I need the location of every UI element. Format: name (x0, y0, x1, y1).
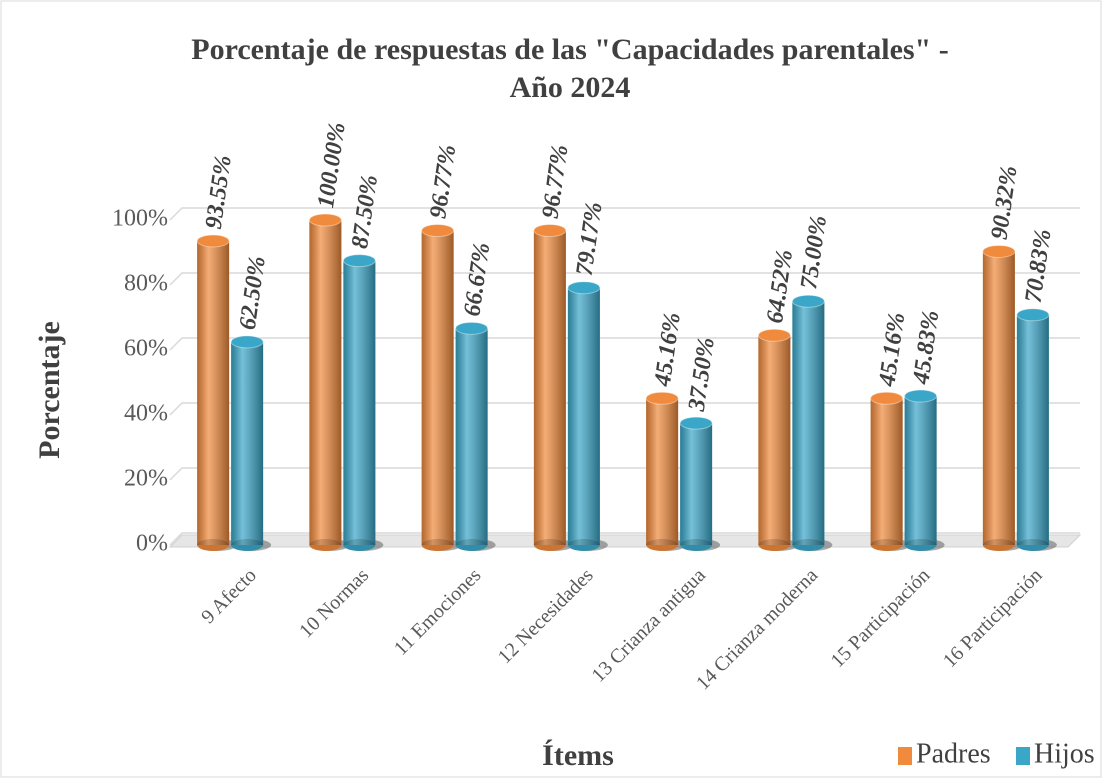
bar-top (791, 294, 825, 308)
bar-top (904, 389, 938, 403)
x-tick-label: 15 Participación (827, 564, 935, 672)
bar-shade (343, 260, 376, 545)
bar-shade (197, 240, 230, 545)
y-tick-label: 0% (136, 531, 168, 557)
grid-line (169, 337, 1080, 351)
bar-top (533, 223, 567, 237)
bar-shade (455, 328, 488, 545)
bar-top (421, 223, 455, 237)
bar-top (196, 234, 230, 248)
bar-top (230, 335, 264, 349)
bar-shade (680, 423, 713, 545)
bar-top (342, 254, 376, 268)
bar-shade (309, 220, 342, 545)
value-label: 45.16% (650, 311, 686, 389)
grid-line (169, 207, 1080, 221)
bar-base-shade (646, 539, 679, 551)
x-tick-label: 9 Afecto (197, 564, 261, 628)
bar-base-shade (680, 539, 713, 551)
bar-shade (904, 396, 937, 545)
bar-base-shade (758, 539, 791, 551)
value-label: 45.83% (908, 309, 944, 387)
value-label: 45.16% (874, 311, 910, 389)
bar-top (308, 213, 342, 227)
x-tick-label: 14 Crianza moderna (692, 564, 822, 694)
bar-shade (982, 251, 1015, 545)
bar-top (870, 391, 904, 405)
bar-shade (1016, 314, 1049, 545)
grid-line (169, 272, 1080, 286)
bar-top (455, 321, 489, 335)
bar-base-shade (231, 539, 264, 551)
bar-top (645, 391, 679, 405)
bar-base-shade (421, 539, 454, 551)
y-tick-label: 100% (112, 206, 168, 232)
bar-base-shade (533, 539, 566, 551)
legend-label: Hijos (1034, 738, 1095, 769)
x-tick-label: 10 Normas (295, 564, 373, 642)
legend-swatch (898, 747, 912, 765)
bar-base-shade (309, 539, 342, 551)
value-label: 66.67% (459, 241, 495, 318)
value-label: 100.00% (313, 121, 351, 210)
x-tick-label: 12 Necesidades (494, 564, 598, 668)
legend-swatch (1016, 747, 1030, 765)
bar-shade (792, 301, 825, 545)
bar-base-shade (792, 539, 825, 551)
y-tick-label: 40% (124, 401, 168, 427)
value-label: 93.55% (201, 154, 237, 231)
bar-shade (533, 230, 566, 545)
bar-shade (421, 230, 454, 545)
bar-base-shade (567, 539, 600, 551)
value-label: 75.00% (796, 214, 832, 291)
value-label: 87.50% (347, 173, 383, 250)
bar-top (757, 328, 791, 342)
x-axis-label: Ítems (542, 739, 614, 772)
bar-base-shade (1016, 539, 1049, 551)
bar-shade (567, 287, 600, 545)
bar-shade (870, 398, 903, 545)
bar-base-shade (343, 539, 376, 551)
x-tick-label: 11 Emociones (390, 564, 486, 660)
x-tick-label: 13 Crianza antigua (588, 564, 710, 686)
bar-top (567, 281, 601, 295)
y-axis-label: Porcentaje (33, 321, 66, 459)
chart-title: Año 2024 (510, 71, 631, 104)
bar-top (982, 244, 1016, 258)
value-label: 62.50% (235, 255, 271, 332)
bar-shade (646, 398, 679, 545)
x-tick-label: 16 Participación (939, 564, 1047, 672)
y-tick-label: 20% (124, 466, 168, 492)
value-label: 70.83% (1021, 228, 1057, 305)
value-label: 37.50% (684, 336, 720, 414)
grid-line (169, 467, 1080, 481)
grid-line (169, 402, 1080, 416)
bar-base-shade (197, 539, 230, 551)
value-label: 90.32% (987, 164, 1023, 241)
bar-shade (758, 335, 791, 545)
bar-base-shade (982, 539, 1015, 551)
bar-base-shade (904, 539, 937, 551)
bar-top (679, 416, 713, 430)
bar-base-shade (870, 539, 903, 551)
y-tick-label: 80% (124, 271, 168, 297)
y-tick-label: 60% (124, 336, 168, 362)
bar-shade (231, 341, 264, 545)
value-label: 79.17% (572, 200, 608, 277)
legend-label: Padres (916, 738, 991, 769)
chart-title: Porcentaje de respuestas de las "Capacid… (191, 33, 948, 66)
bar-top (1016, 308, 1050, 322)
bar-base-shade (455, 539, 488, 551)
